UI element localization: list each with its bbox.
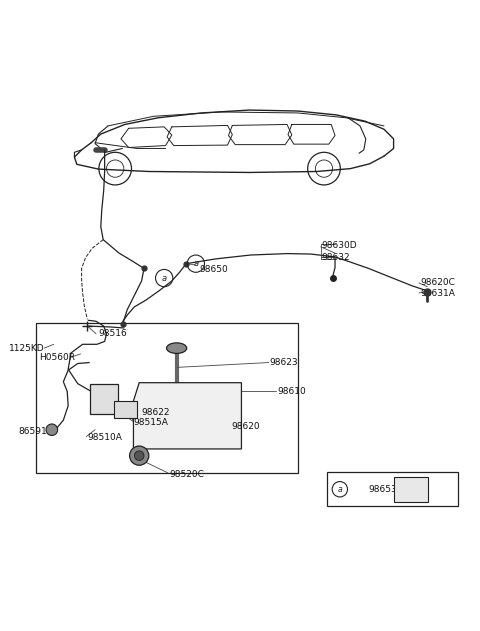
Ellipse shape [167, 343, 187, 353]
Polygon shape [133, 382, 241, 449]
Circle shape [134, 451, 144, 461]
Text: 98631A: 98631A [420, 290, 455, 298]
Bar [36, 323, 298, 473]
Circle shape [46, 424, 58, 435]
Text: 98630D: 98630D [322, 242, 357, 251]
Bar [327, 472, 458, 505]
Text: 98620: 98620 [231, 422, 260, 432]
Text: 98650: 98650 [199, 266, 228, 274]
Text: 1125KD: 1125KD [9, 344, 44, 353]
Text: 98610: 98610 [277, 387, 306, 396]
Text: 98653: 98653 [369, 485, 397, 494]
Text: a: a [337, 485, 342, 494]
Text: 98623: 98623 [270, 358, 299, 367]
Text: 98515A: 98515A [133, 418, 168, 427]
Bar [90, 384, 118, 414]
Text: 98622: 98622 [142, 408, 170, 417]
Bar [394, 477, 428, 502]
Bar [114, 401, 137, 418]
Text: a: a [162, 274, 167, 283]
Text: H0560R: H0560R [39, 353, 75, 362]
Text: 98516: 98516 [98, 329, 127, 338]
Text: 98620C: 98620C [420, 278, 455, 287]
Text: 98520C: 98520C [169, 470, 204, 480]
Text: a: a [193, 259, 198, 268]
Circle shape [130, 446, 149, 465]
Text: 98510A: 98510A [87, 433, 122, 442]
Text: 86591A: 86591A [18, 427, 53, 436]
Text: 98632: 98632 [322, 254, 350, 262]
